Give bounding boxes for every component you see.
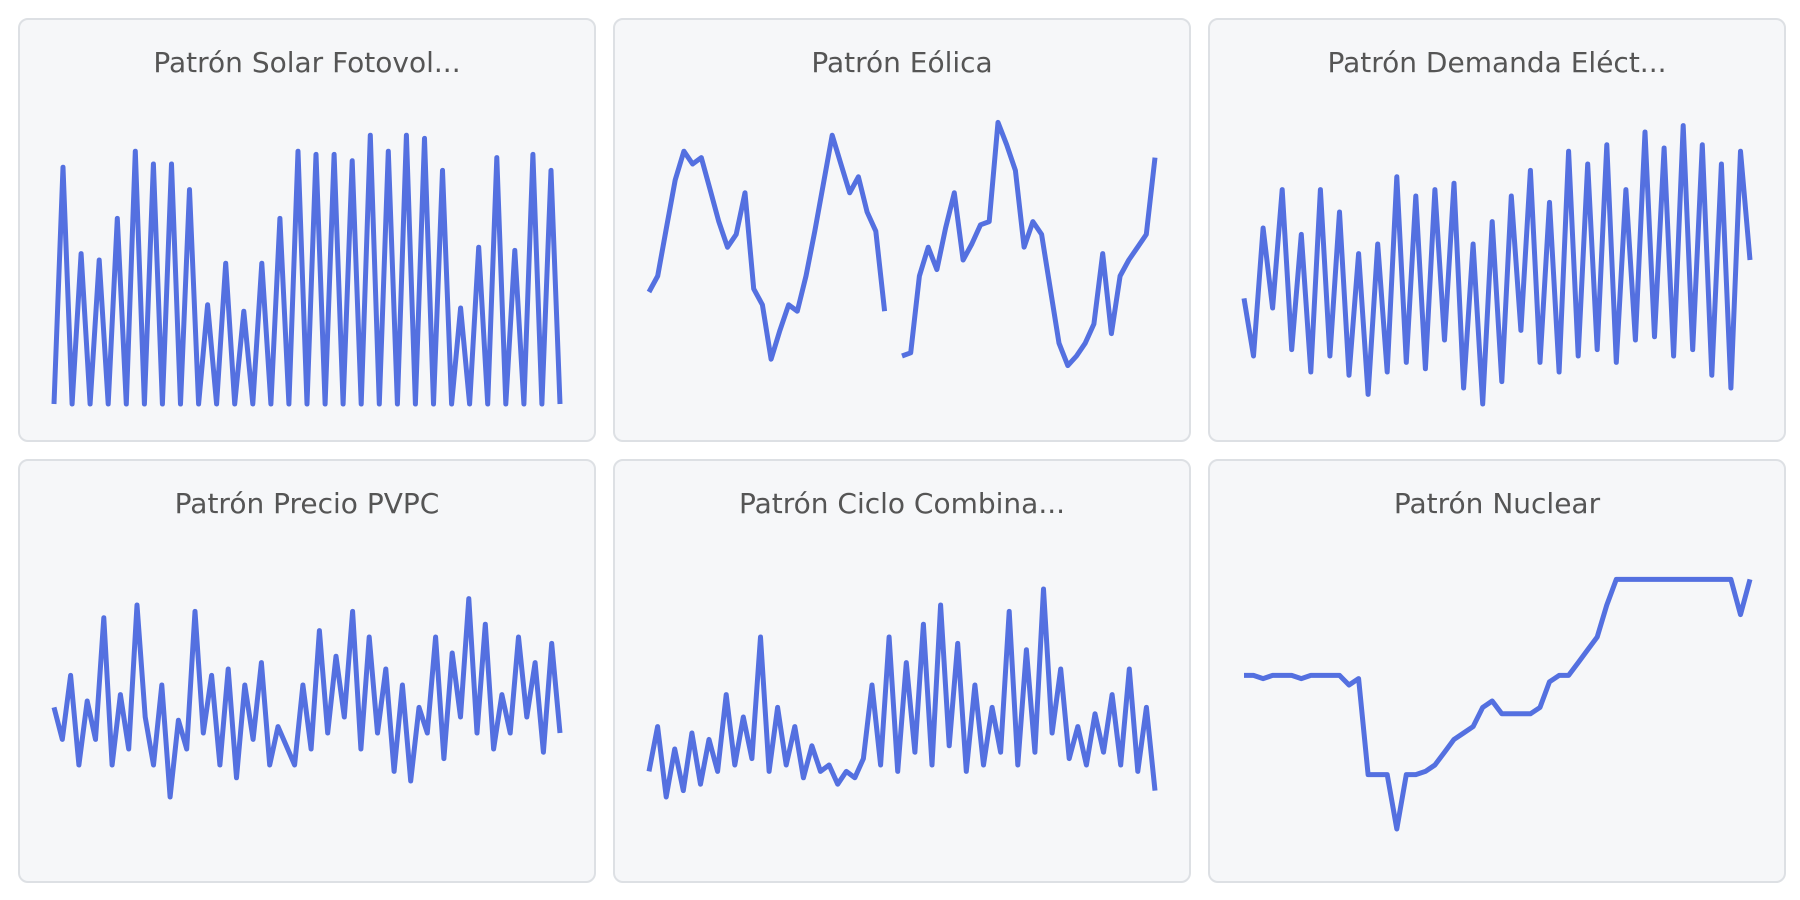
sparkline	[51, 596, 563, 800]
chart-title: Patrón Precio PVPC	[174, 487, 440, 520]
sparkline	[646, 119, 1158, 369]
chart-card: Patrón Solar Fotovol...	[18, 18, 596, 442]
chart-title: Patrón Nuclear	[1393, 487, 1601, 520]
chart-card: Patrón Precio PVPC	[18, 459, 596, 883]
chart-card: Patrón Demanda Eléct...	[1208, 18, 1786, 442]
sparkline	[51, 132, 563, 407]
chart-title: Patrón Ciclo Combina...	[738, 487, 1066, 520]
chart	[646, 586, 1158, 800]
sparkline	[1244, 576, 1753, 832]
chart-card: Patrón Ciclo Combina...	[613, 459, 1191, 883]
chart-title: Patrón Solar Fotovol...	[153, 46, 461, 79]
chart	[51, 596, 563, 800]
chart-title: Patrón Eólica	[811, 46, 993, 79]
chart	[646, 119, 1158, 369]
chart-card: Patrón Eólica	[613, 18, 1191, 442]
chart	[1244, 576, 1753, 832]
sparkline	[1241, 123, 1753, 407]
chart	[1241, 123, 1753, 407]
sparkline	[646, 586, 1158, 800]
chart	[51, 132, 563, 407]
chart-card: Patrón Nuclear	[1208, 459, 1786, 883]
chart-title: Patrón Demanda Eléct...	[1327, 46, 1667, 79]
